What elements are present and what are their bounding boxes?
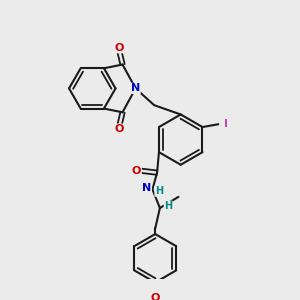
Text: N: N bbox=[142, 184, 152, 194]
Text: H: H bbox=[155, 186, 163, 196]
Text: O: O bbox=[114, 43, 124, 53]
Text: I: I bbox=[224, 119, 228, 129]
Text: N: N bbox=[131, 83, 140, 93]
Text: O: O bbox=[114, 124, 124, 134]
Text: O: O bbox=[151, 293, 160, 300]
Text: O: O bbox=[132, 166, 141, 176]
Text: H: H bbox=[164, 201, 172, 211]
